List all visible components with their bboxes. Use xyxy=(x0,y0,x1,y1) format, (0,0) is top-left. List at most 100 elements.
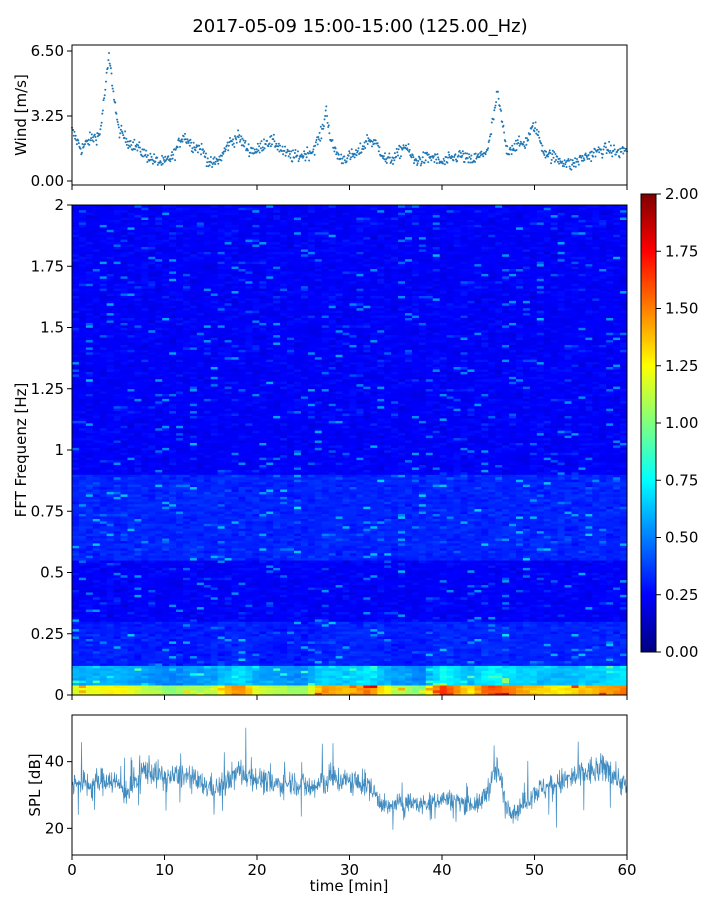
spectrogram-cell xyxy=(439,584,448,588)
spectrogram-cell xyxy=(418,577,427,581)
spectrogram-cell xyxy=(210,606,219,610)
spectrogram-cell xyxy=(203,680,212,684)
spectrogram-cell xyxy=(189,606,198,610)
spectrogram-cell xyxy=(474,641,482,644)
spectrogram-cell xyxy=(224,692,233,695)
spectrogram-cell xyxy=(72,589,80,593)
spectrogram-cell xyxy=(113,665,122,669)
spectrogram-cell xyxy=(502,574,510,578)
spectrogram-cell xyxy=(176,606,184,610)
spectrogram-cell xyxy=(488,665,496,669)
spectrogram-cell xyxy=(467,631,475,635)
spectrogram-cell xyxy=(127,648,136,652)
spectrogram-cell xyxy=(418,609,427,612)
spectrogram-cell xyxy=(557,675,566,679)
spectrogram-cell xyxy=(259,638,267,642)
spectrogram-cell xyxy=(120,692,129,695)
spectrogram-cell xyxy=(606,668,614,671)
spectrogram-cell xyxy=(72,687,80,691)
spectrogram-cell xyxy=(502,636,510,639)
spectrogram-cell xyxy=(585,584,593,588)
spectrogram-cell xyxy=(224,631,233,635)
spectrogram-cell xyxy=(113,658,122,661)
spectrogram-cell xyxy=(300,594,309,598)
wind-scatter-points xyxy=(71,52,628,171)
spectrogram-cell xyxy=(72,690,80,693)
spectrogram-cell xyxy=(536,594,545,598)
spectrogram-cell xyxy=(620,658,627,661)
spectrogram-cell xyxy=(405,663,413,666)
spectrogram-cell xyxy=(467,582,475,586)
spectrogram-cell xyxy=(370,589,378,593)
spectrogram-cell xyxy=(127,631,136,635)
spectrogram-cell xyxy=(300,658,309,661)
spectrogram-cell xyxy=(148,653,156,657)
wind-point xyxy=(202,152,205,154)
spectrogram-cell xyxy=(85,599,94,603)
spectrogram-cell xyxy=(571,677,580,681)
spectrogram-cell xyxy=(516,646,524,649)
spectrogram-cell xyxy=(210,623,219,627)
spectrogram-cell xyxy=(231,655,240,659)
spectrogram-cell xyxy=(356,599,364,603)
spectrogram-cell xyxy=(113,648,122,652)
spectrogram-cell xyxy=(405,665,413,669)
spectrogram-cell xyxy=(92,643,101,647)
wind-point xyxy=(572,165,575,168)
spectrogram-cell xyxy=(238,680,247,684)
wind-point xyxy=(171,157,174,160)
spectrogram-cell xyxy=(606,672,614,676)
spectrogram-cell xyxy=(425,670,434,674)
spectrogram-cell xyxy=(550,626,559,630)
spectrogram-cell xyxy=(294,641,302,644)
spectrogram-cell xyxy=(106,675,115,679)
spectrogram-cell xyxy=(106,631,115,635)
spectrogram-cell xyxy=(377,604,385,608)
wind-point xyxy=(151,162,154,165)
spectrogram-cell xyxy=(294,582,302,586)
spectrogram-cell xyxy=(127,663,136,666)
spectrogram-cell xyxy=(120,682,129,686)
spectrogram-cell xyxy=(328,572,337,576)
spectrogram-cell xyxy=(210,619,219,622)
spectrogram-cell xyxy=(522,670,531,674)
spectrogram-cell xyxy=(162,599,170,603)
spectrogram-cell xyxy=(453,653,462,657)
spectrogram-cell xyxy=(564,616,573,620)
spectrogram-cell xyxy=(176,641,184,644)
spectrogram-cell xyxy=(280,582,288,586)
spectrogram-cell xyxy=(391,643,399,647)
spectrogram-cell xyxy=(280,574,288,578)
spectrogram-cell xyxy=(613,643,621,647)
spectrogram-cell xyxy=(585,621,593,625)
spectrogram-cell xyxy=(557,592,566,595)
spectrogram-cell xyxy=(384,579,392,583)
wind-point xyxy=(406,147,409,150)
spectrogram-cell xyxy=(391,621,399,625)
spectrogram-cell xyxy=(99,650,108,654)
spectrogram-cell xyxy=(529,601,538,605)
spectrogram-cell xyxy=(370,570,378,573)
spectrogram-cell xyxy=(592,633,600,637)
spectrogram-cell xyxy=(148,577,156,581)
spectrogram-cell xyxy=(460,587,469,590)
spectrogram-cell xyxy=(446,621,455,625)
spectrogram-cell xyxy=(307,663,316,666)
spectrogram-cell xyxy=(543,619,552,622)
spectrogram-cell xyxy=(543,594,552,598)
spectrogram-cell xyxy=(141,619,149,622)
spectrogram-cell xyxy=(585,606,593,610)
spectrogram-cell xyxy=(502,616,510,620)
spectrogram-cell xyxy=(474,611,482,615)
wind-point xyxy=(184,132,186,135)
spectrogram-cell xyxy=(245,682,253,686)
spectrogram-cell xyxy=(217,577,226,581)
spectrogram-cell xyxy=(328,690,337,693)
spectrogram-cell xyxy=(509,582,517,586)
spectrogram-cell xyxy=(231,592,240,595)
spectrogram-cell xyxy=(203,675,212,679)
spectrogram-cell xyxy=(196,623,205,627)
spectrogram-cell xyxy=(342,587,351,590)
spectrogram-cell xyxy=(155,668,163,671)
spectrogram-cell xyxy=(238,648,247,652)
